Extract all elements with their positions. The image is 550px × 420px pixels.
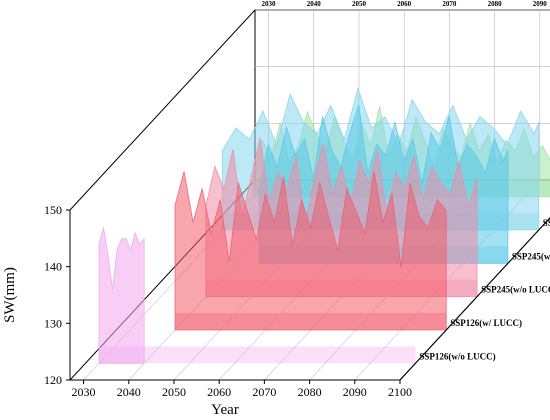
x-tick-label: 2080 [298,385,322,399]
y-tick-label: 150 [44,203,62,217]
back-x-tick-label: 2050 [352,0,367,8]
x-axis-title: Year [211,402,239,418]
x-tick-label: 2050 [162,385,186,399]
back-x-tick-label: 2040 [307,0,322,8]
series-label-1: SSP126(w/ LUCC) [450,318,522,328]
y-axis-title: SW(mm) [2,267,18,323]
series-label-0: SSP126(w/o LUCC) [419,351,495,361]
series-area-0 [98,227,145,364]
top-left-edge [69,9,256,211]
back-x-tick-label: 2060 [397,0,412,8]
x-tick-label: 2060 [207,385,231,399]
x-tick-label: 2070 [252,385,276,399]
series-label-2: SSP245(w/o LUCC) [481,285,550,295]
y-tick-label: 140 [44,260,62,274]
x-tick-label: 2100 [388,385,412,399]
x-tick-label: 2030 [72,385,96,399]
back-x-tick-label: 2030 [262,0,277,8]
back-x-tick-label: 2090 [533,0,548,8]
y-tick-label: 120 [44,373,62,387]
back-x-tick-label: 2080 [488,0,503,8]
series-slab-0 [98,346,416,364]
series-label-3: SSP245(w/ LUCC) [512,251,550,261]
series-area-1 [174,171,447,331]
y-tick-label: 130 [44,316,62,330]
bottom-right-edge [399,217,550,381]
series-slab-1 [175,313,447,330]
back-x-tick-label: 2070 [442,0,457,8]
x-tick-label: 2040 [117,385,141,399]
x-tick-label: 2090 [343,385,367,399]
series-label-4: SSP585(w/o LUCC) [543,218,550,228]
